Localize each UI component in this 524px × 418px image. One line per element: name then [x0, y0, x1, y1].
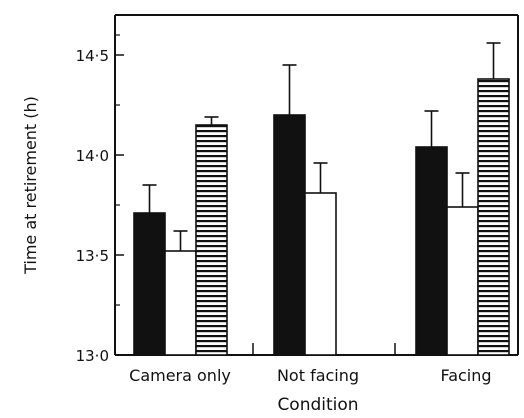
- bars-layer: [133, 42, 510, 356]
- y-tick-label: 14·0: [76, 147, 109, 165]
- bar-open: [304, 192, 337, 356]
- axes-layer: 13·0 13·5 14·0 14·5 Camera only Not facing Fac…: [76, 14, 519, 385]
- bar-solid: [415, 146, 448, 356]
- x-tick-label: Not facing: [277, 366, 359, 385]
- x-tick-label: Camera only: [129, 366, 231, 385]
- bar-striped: [477, 78, 510, 356]
- bar-open: [164, 250, 197, 356]
- y-axis-label: Time at retirement (h): [21, 96, 40, 275]
- bar-striped: [195, 124, 228, 356]
- x-axis-label: Condition: [277, 395, 358, 415]
- y-tick-label: 13·0: [76, 347, 109, 365]
- bar-solid: [273, 114, 306, 356]
- bar-open: [446, 206, 479, 356]
- bar-solid: [133, 212, 166, 356]
- y-tick-label: 13·5: [76, 247, 109, 265]
- x-tick-label: Facing: [440, 366, 491, 385]
- y-tick-label: 14·5: [76, 47, 109, 65]
- labels-layer: Condition Time at retirement (h): [21, 96, 359, 415]
